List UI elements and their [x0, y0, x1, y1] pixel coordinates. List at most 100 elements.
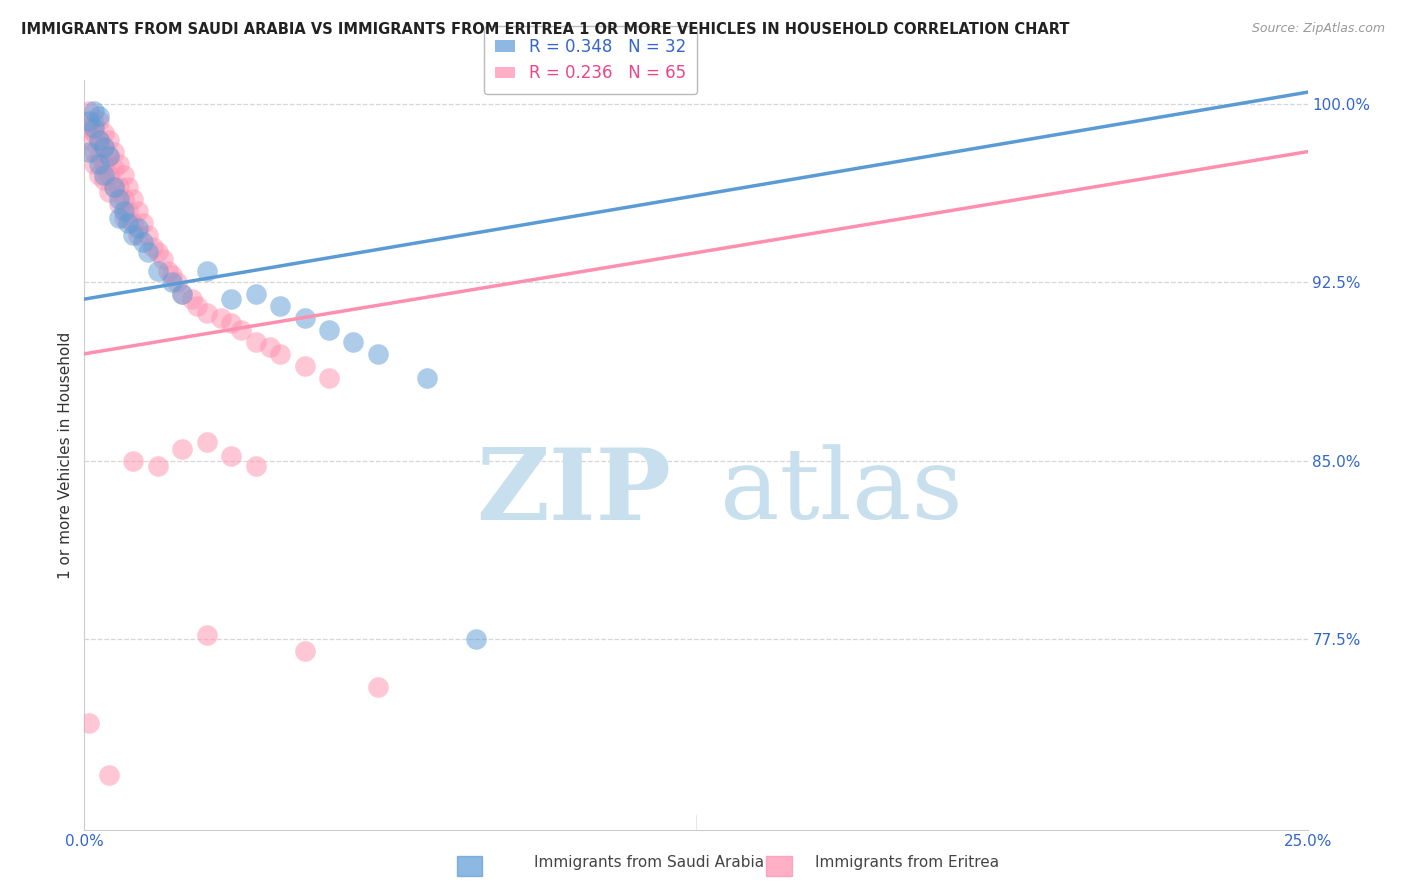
Point	[416, 370, 439, 384]
Point	[107, 197, 129, 211]
Point	[117, 216, 139, 230]
Point	[122, 216, 145, 230]
Point	[87, 156, 110, 170]
Point	[83, 120, 105, 135]
Point	[117, 204, 139, 219]
Point	[245, 334, 267, 349]
Point	[97, 149, 120, 163]
Point	[107, 156, 129, 170]
Point	[367, 680, 389, 694]
Point	[269, 299, 291, 313]
Point	[103, 180, 125, 194]
Point	[195, 627, 218, 641]
Point	[93, 140, 115, 154]
Point	[97, 133, 120, 147]
Point	[97, 169, 120, 183]
Point	[132, 216, 155, 230]
Point	[259, 340, 281, 354]
Point	[367, 347, 389, 361]
Point	[83, 104, 105, 119]
Point	[83, 145, 105, 159]
Point	[112, 204, 135, 219]
Point	[93, 140, 115, 154]
Text: Immigrants from Saudi Arabia: Immigrants from Saudi Arabia	[534, 855, 765, 870]
Point	[103, 161, 125, 176]
Point	[77, 113, 100, 128]
Point	[146, 244, 169, 259]
Point	[87, 133, 110, 147]
Point	[152, 252, 174, 266]
Point	[269, 347, 291, 361]
Point	[294, 311, 316, 326]
Y-axis label: 1 or more Vehicles in Household: 1 or more Vehicles in Household	[58, 331, 73, 579]
Point	[146, 458, 169, 473]
Point	[318, 370, 340, 384]
Point	[93, 126, 115, 140]
Point	[342, 334, 364, 349]
Point	[107, 211, 129, 226]
Point	[87, 113, 110, 128]
Point	[87, 149, 110, 163]
Point	[166, 276, 188, 290]
Point	[97, 768, 120, 782]
Point	[195, 434, 218, 449]
Point	[136, 244, 159, 259]
Point	[219, 292, 242, 306]
Point	[87, 169, 110, 183]
Point	[219, 449, 242, 463]
Point	[122, 227, 145, 242]
Point	[464, 632, 486, 647]
Text: atlas: atlas	[720, 444, 963, 541]
Point	[112, 211, 135, 226]
Point	[93, 173, 115, 187]
Point	[172, 287, 194, 301]
Point	[162, 276, 184, 290]
Point	[181, 292, 204, 306]
Text: IMMIGRANTS FROM SAUDI ARABIA VS IMMIGRANTS FROM ERITREA 1 OR MORE VEHICLES IN HO: IMMIGRANTS FROM SAUDI ARABIA VS IMMIGRAN…	[21, 22, 1070, 37]
Point	[209, 311, 232, 326]
Point	[107, 180, 129, 194]
Point	[229, 323, 252, 337]
Point	[162, 268, 184, 283]
Point	[172, 442, 194, 456]
Point	[195, 306, 218, 320]
Point	[77, 145, 100, 159]
Point	[127, 220, 149, 235]
Point	[195, 263, 218, 277]
Point	[117, 180, 139, 194]
Point	[83, 126, 105, 140]
Point	[83, 156, 105, 170]
Text: Source: ZipAtlas.com: Source: ZipAtlas.com	[1251, 22, 1385, 36]
Point	[132, 235, 155, 249]
Point	[172, 287, 194, 301]
Text: ZIP: ZIP	[477, 444, 672, 541]
Point	[136, 227, 159, 242]
Point	[97, 185, 120, 199]
Point	[103, 145, 125, 159]
Point	[294, 359, 316, 373]
Point	[186, 299, 208, 313]
Point	[93, 169, 115, 183]
Point	[97, 149, 120, 163]
Point	[142, 240, 165, 254]
Point	[112, 169, 135, 183]
Point	[127, 204, 149, 219]
Point	[245, 458, 267, 473]
Point	[146, 263, 169, 277]
Point	[87, 133, 110, 147]
Point	[83, 116, 105, 130]
Point	[103, 180, 125, 194]
Point	[77, 715, 100, 730]
Point	[77, 104, 100, 119]
Legend: R = 0.348   N = 32, R = 0.236   N = 65: R = 0.348 N = 32, R = 0.236 N = 65	[484, 26, 697, 94]
Point	[87, 109, 110, 123]
Point	[127, 227, 149, 242]
Point	[294, 644, 316, 658]
Point	[122, 192, 145, 206]
Text: Immigrants from Eritrea: Immigrants from Eritrea	[815, 855, 1000, 870]
Point	[112, 192, 135, 206]
Point	[107, 192, 129, 206]
Point	[156, 263, 179, 277]
Point	[219, 316, 242, 330]
Point	[318, 323, 340, 337]
